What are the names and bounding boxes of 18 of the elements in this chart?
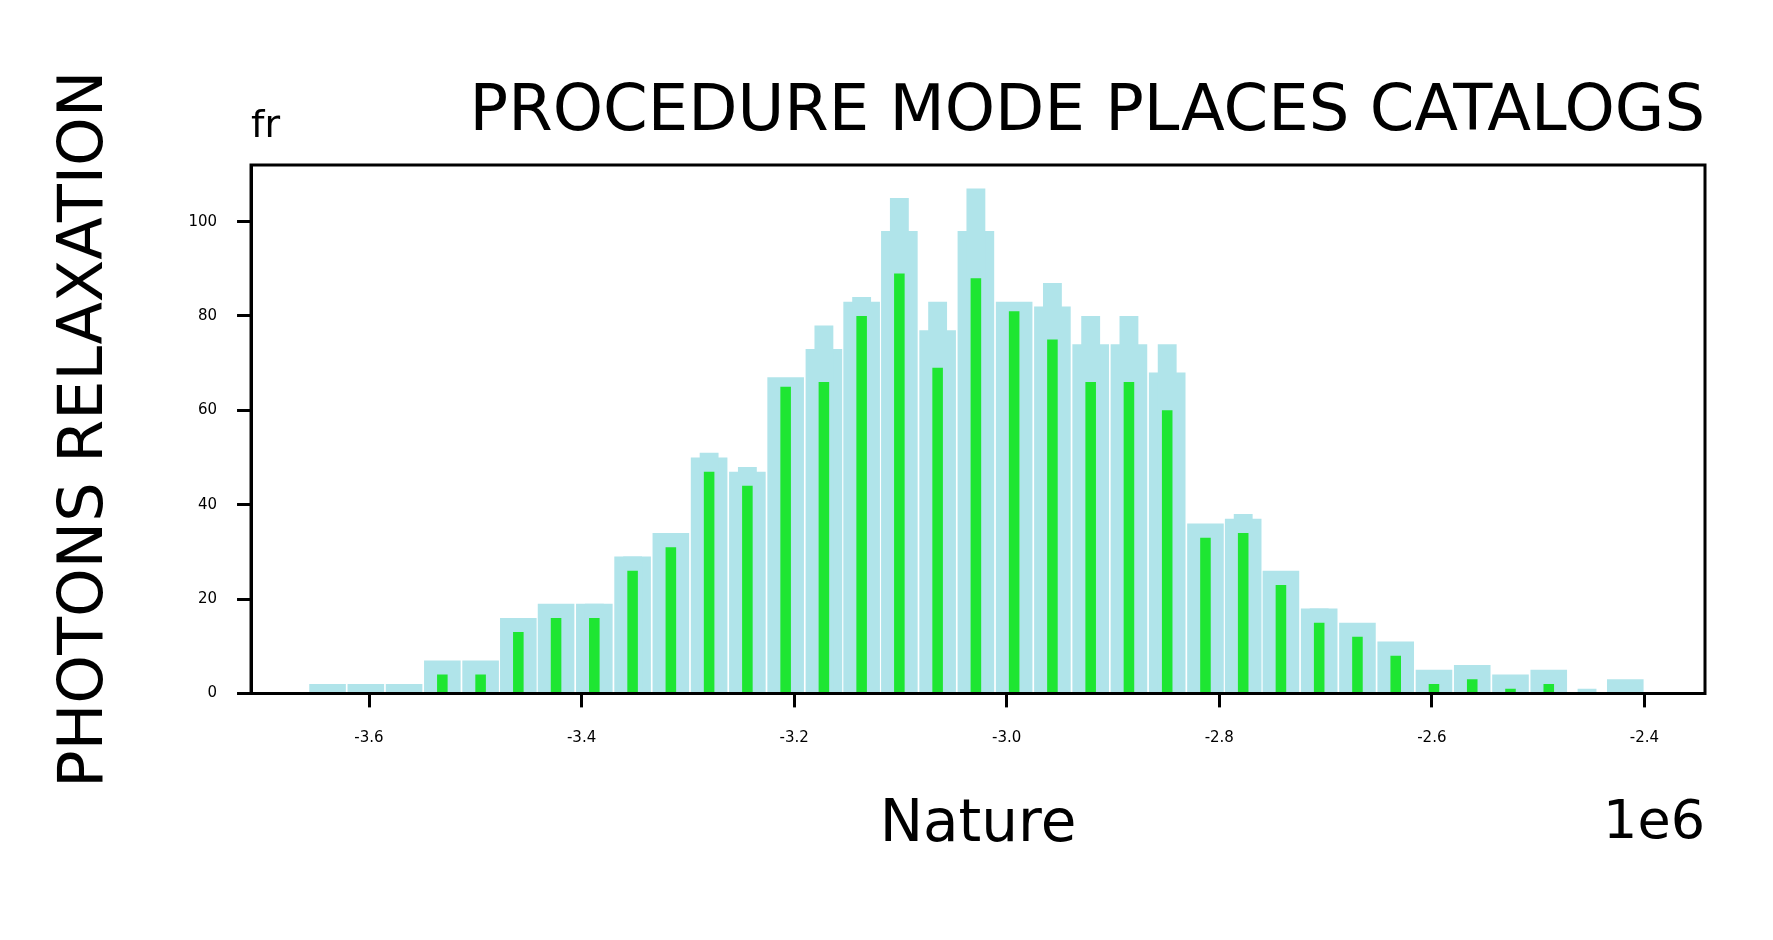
x-tick-label: -2.4 bbox=[1629, 728, 1660, 747]
y-tick-label: 100 bbox=[188, 211, 218, 230]
chart-subtitle: fr bbox=[251, 102, 281, 146]
x-tick-label: -3.6 bbox=[354, 728, 384, 747]
x-axis-title: Nature bbox=[879, 787, 1077, 856]
y-tick-label: 80 bbox=[197, 305, 218, 324]
y-tick-label: 0 bbox=[207, 683, 218, 702]
y-tick-label: 20 bbox=[197, 588, 218, 607]
y-tick-label: 40 bbox=[197, 494, 218, 513]
x-tick-label: -2.6 bbox=[1417, 728, 1447, 747]
y-tick-label: 60 bbox=[197, 400, 218, 419]
text: 1e6 bbox=[1603, 788, 1705, 852]
chart-title: PROCEDURE MODE PLACES CATALOGS bbox=[469, 71, 1705, 145]
x-tick-label: -3.4 bbox=[566, 728, 597, 747]
x-tick-label: -3.2 bbox=[779, 728, 809, 747]
x-tick-label: -2.8 bbox=[1204, 728, 1234, 747]
x-tick-label: -3.0 bbox=[992, 728, 1022, 747]
y-axis-title: PHOTONS RELAXATION bbox=[44, 70, 118, 788]
